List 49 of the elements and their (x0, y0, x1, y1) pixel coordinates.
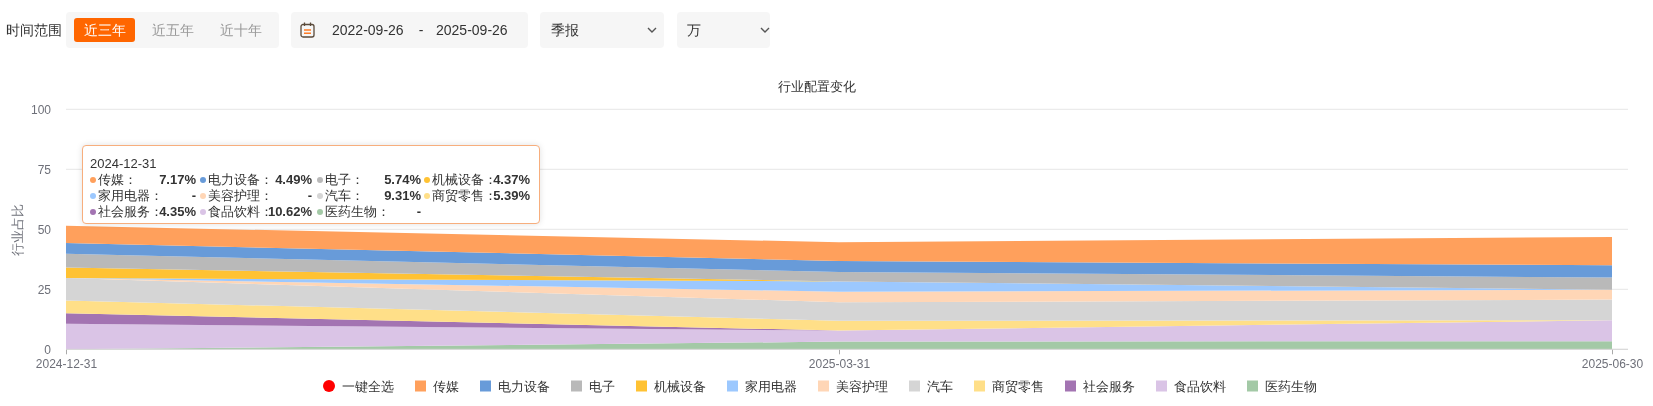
annotation: 4.37% (493, 172, 530, 188)
legend-label: 汽车 (927, 378, 953, 394)
annotation: 4.49% (275, 172, 312, 188)
y-tick-label: 100 (30, 102, 52, 117)
legend-label: 医药生物 (1265, 378, 1317, 394)
y-tick-label: 75 (37, 162, 52, 177)
annotation: 汽车： (325, 188, 364, 204)
x-tick-label: 2025-06-30 (1581, 357, 1644, 372)
annotation: 2024-12-31 (90, 156, 157, 172)
text: - (418, 21, 424, 39)
annotation: 电子： (325, 172, 364, 188)
text: 季报 (551, 21, 579, 39)
annotation: 4.35% (159, 204, 196, 220)
legend-label: 机械设备 (654, 378, 706, 394)
annotation: 电力设备： (208, 172, 273, 188)
annotation: 9.31% (384, 188, 421, 204)
y-axis-title: 行业占比 (9, 204, 25, 256)
legend-label: 电子 (589, 378, 615, 394)
text: 近五年 (152, 21, 194, 39)
annotation: - (191, 188, 196, 204)
y-tick-label: 0 (44, 342, 52, 357)
text: 2025-09-26 (436, 21, 508, 39)
y-tick-label: 50 (37, 222, 52, 237)
legend-label: 电力设备 (498, 378, 550, 394)
legend-label: 家用电器 (745, 378, 797, 394)
legend-label: 商贸零售 (992, 378, 1044, 394)
chart-title: 行业配置变化 (778, 78, 856, 94)
text: 万 (687, 21, 701, 39)
legend-label: 社会服务 (1083, 378, 1135, 394)
legend-label: 食品饮料 (1174, 378, 1226, 394)
text: 2022-09-26 (332, 21, 404, 39)
text: 近十年 (220, 21, 262, 39)
annotation: 7.17% (159, 172, 196, 188)
annotation: - (416, 204, 421, 220)
annotation: 10.62% (267, 204, 312, 220)
y-tick-label: 25 (37, 282, 52, 297)
x-tick-label: 2024-12-31 (35, 357, 98, 372)
text: 近三年 (83, 21, 126, 39)
legend-label: 美容护理 (836, 378, 888, 394)
text: 时间范围 (6, 21, 62, 39)
x-tick-label: 2025-03-31 (808, 357, 871, 372)
annotation: 美容护理： (208, 188, 273, 204)
annotation: 家用电器： (98, 188, 163, 204)
annotation: 5.74% (384, 172, 421, 188)
text: 一键全选 (342, 378, 394, 394)
legend-label: 传媒 (433, 378, 459, 394)
annotation: - (307, 188, 312, 204)
annotation: 医药生物： (325, 204, 390, 220)
annotation: 传媒： (98, 172, 137, 188)
